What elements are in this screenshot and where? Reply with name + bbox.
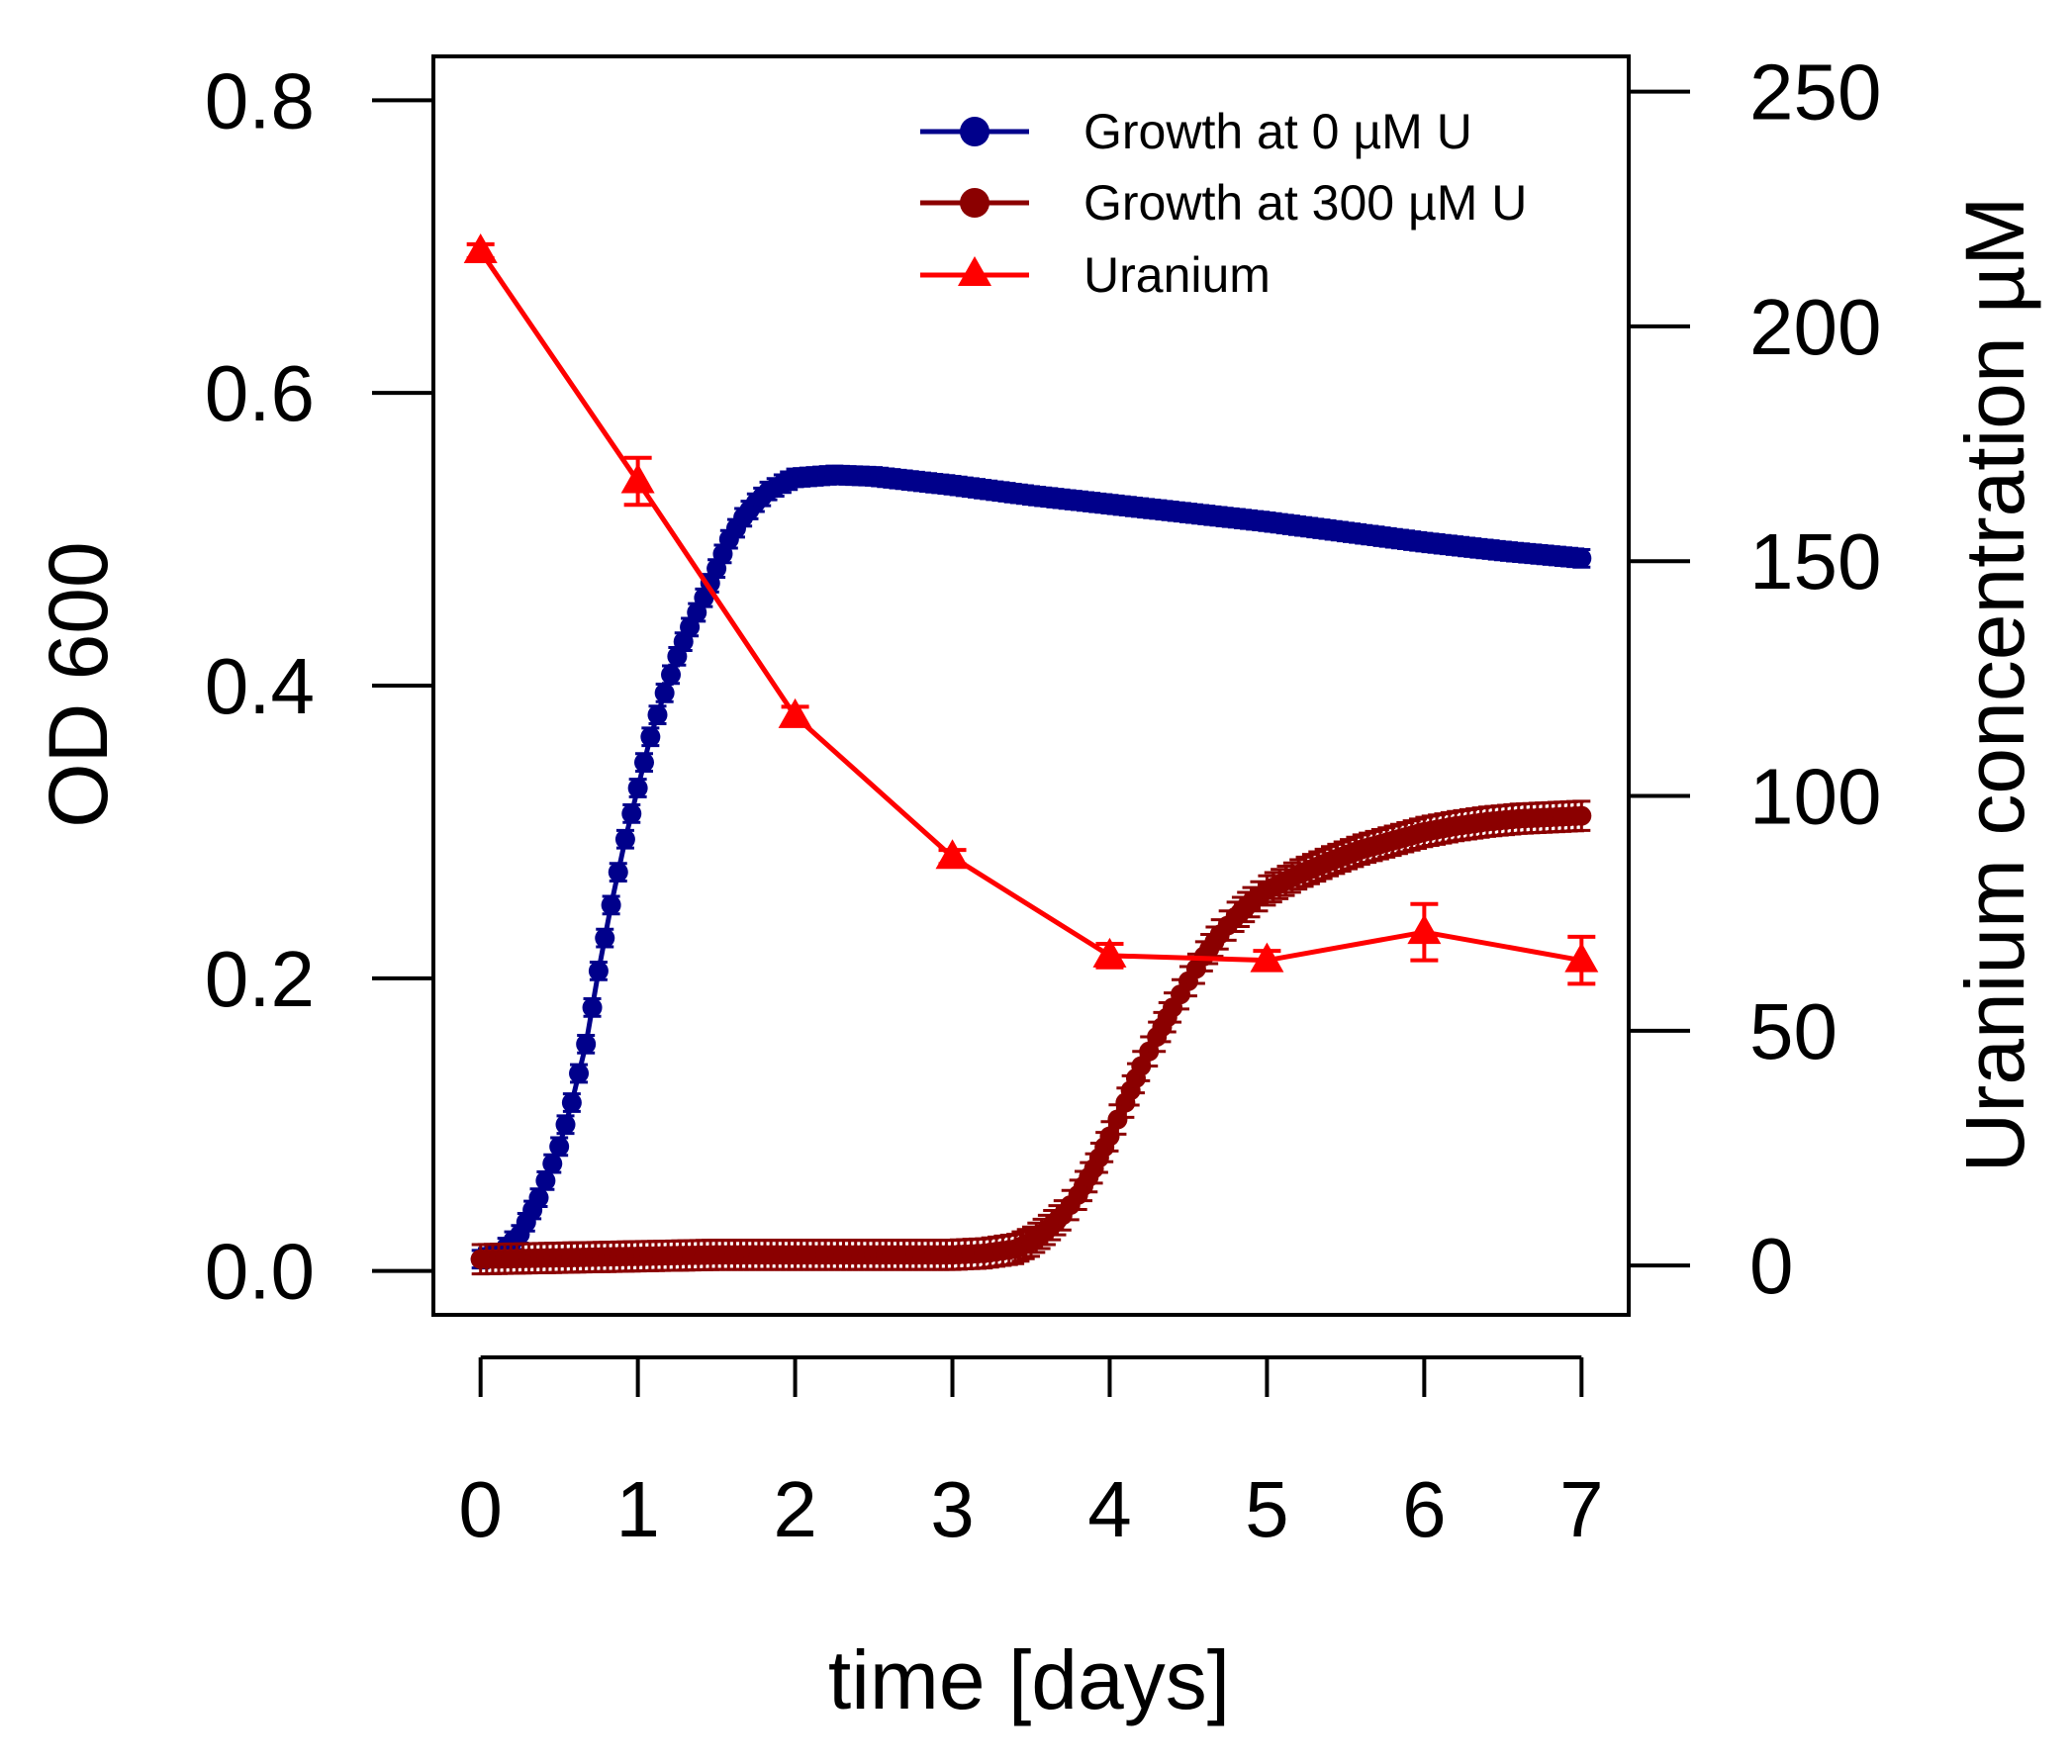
growth-0-point [640, 726, 661, 747]
y2-axis-title: Uranium concentration µM [1948, 197, 2041, 1173]
y-tick-label: 0.0 [205, 1228, 315, 1316]
growth-0-point [595, 928, 615, 949]
y2-tick-label: 200 [1749, 283, 1881, 371]
growth-0-point [542, 1154, 563, 1174]
uranium-point [620, 463, 655, 494]
uranium-line [478, 249, 1582, 964]
x-tick-label: 4 [1087, 1465, 1132, 1553]
y2-tick-label: 250 [1749, 48, 1881, 137]
legend-marker-circle [960, 188, 989, 218]
legend-label: Uranium [1083, 247, 1271, 303]
legend: Growth at 0 µM U Growth at 300 µM U Uran… [920, 104, 1527, 303]
growth-0-point [582, 997, 603, 1018]
x-tick-label: 0 [458, 1465, 503, 1553]
y-tick-label: 0.2 [205, 935, 315, 1023]
growth-0-point [569, 1063, 590, 1083]
series-layer [463, 232, 1599, 1276]
growth-300-line [480, 813, 1582, 1262]
growth-0-point [627, 778, 648, 798]
legend-entry-growth-0: Growth at 0 µM U [920, 104, 1472, 159]
growth-0-point [549, 1136, 570, 1157]
legend-marker-triangle [958, 256, 991, 286]
uranium-point [1092, 937, 1127, 968]
growth-300-point [1107, 1109, 1128, 1130]
legend-entry-uranium: Uranium [920, 247, 1271, 303]
growth-0-point [661, 664, 682, 685]
growth-0-point [614, 829, 635, 850]
y2-tick-label: 50 [1749, 987, 1837, 1075]
growth-0-point [561, 1092, 582, 1113]
growth-300-point [1571, 805, 1592, 826]
x-tick-label: 5 [1245, 1465, 1289, 1553]
growth-0-point [528, 1187, 549, 1208]
uranium-point [1250, 942, 1284, 973]
legend-marker-circle [960, 117, 989, 146]
growth-300-point [1099, 1126, 1120, 1147]
growth-0-point [555, 1114, 576, 1135]
growth-0-point [621, 803, 642, 824]
growth-0-point [1571, 548, 1592, 569]
y2-tick-label: 150 [1749, 517, 1881, 605]
y-tick-label: 0.6 [205, 349, 315, 437]
growth-0-point [608, 862, 628, 882]
uranium-point [1564, 942, 1599, 973]
uranium-point [935, 839, 970, 870]
growth-0-point [588, 961, 609, 981]
uranium-point [1407, 914, 1442, 945]
legend-label: Growth at 0 µM U [1083, 104, 1472, 159]
growth-0-point [576, 1034, 597, 1055]
legend-entry-growth-300: Growth at 300 µM U [920, 175, 1527, 231]
axes-ticks: 0 1 2 3 4 5 6 7 0.0 0.2 0.4 0.6 0.8 0 50 100 150 200 250 [205, 48, 1882, 1553]
growth-0-point [633, 752, 654, 773]
growth-0-point [647, 704, 668, 725]
growth-0-point [654, 683, 675, 703]
growth-0-line [479, 472, 1582, 1262]
x-tick-label: 1 [615, 1465, 660, 1553]
plot-frame [431, 54, 1631, 1317]
uranium-point [778, 697, 812, 728]
growth-0-point [535, 1170, 556, 1191]
y2-tick-label: 100 [1749, 753, 1881, 841]
x-tick-label: 3 [930, 1465, 975, 1553]
y-tick-label: 0.4 [205, 642, 315, 730]
uranium-point [463, 232, 498, 263]
legend-label: Growth at 300 µM U [1083, 175, 1527, 231]
growth-0-point [601, 894, 621, 915]
x-tick-label: 2 [773, 1465, 817, 1553]
x-axis-title: time [days] [828, 1633, 1230, 1726]
y2-tick-label: 0 [1749, 1222, 1794, 1310]
y-axis-title: OD 600 [32, 541, 125, 828]
x-tick-label: 6 [1402, 1465, 1447, 1553]
y-tick-label: 0.8 [205, 56, 315, 144]
x-tick-label: 7 [1559, 1465, 1604, 1553]
